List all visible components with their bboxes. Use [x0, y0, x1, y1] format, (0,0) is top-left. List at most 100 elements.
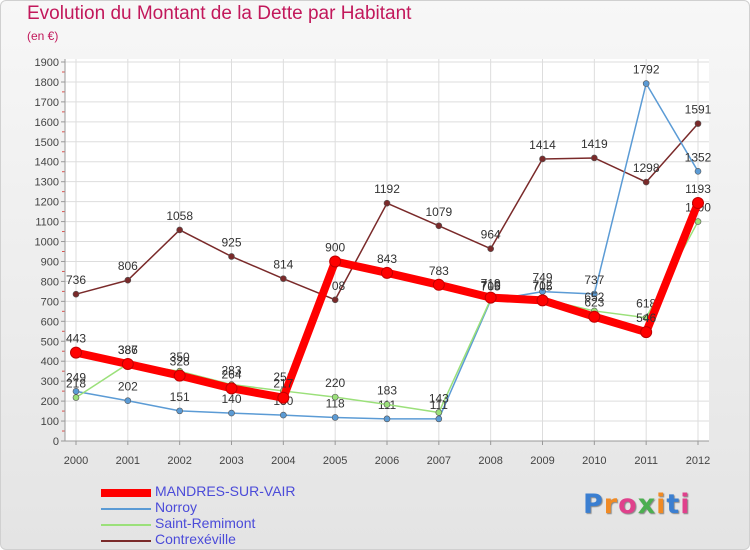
proxiti-logo: Proxiti: [583, 489, 691, 520]
y-tick-label: 300: [41, 376, 59, 388]
data-label-saint-remimont: 652: [584, 290, 604, 304]
data-point-mandres-sur-vair: [173, 369, 186, 382]
legend-label: Contrexéville: [155, 531, 236, 547]
data-label-contrex-ville: 1079: [425, 205, 452, 219]
data-label-mandres-sur-vair: 843: [377, 252, 397, 266]
data-point-mandres-sur-vair: [484, 291, 497, 304]
data-label-mandres-sur-vair: 546: [636, 311, 656, 325]
x-tick-label: 2003: [219, 455, 243, 467]
y-tick-label: 1800: [35, 77, 59, 89]
y-tick-label: 1200: [35, 197, 59, 209]
x-tick-label: 2005: [323, 455, 347, 467]
legend-item-mandres-sur-vair: MANDRES-SUR-VAIR: [101, 483, 401, 501]
data-point-norroy: [331, 414, 339, 421]
data-label-contrex-ville: 806: [118, 259, 138, 273]
data-label-saint-remimont: 710: [481, 278, 501, 292]
data-label-saint-remimont: 183: [377, 383, 397, 397]
data-point-saint-remimont: [694, 218, 702, 225]
y-tick-label: 600: [41, 316, 59, 328]
data-label-mandres-sur-vair: 1193: [685, 182, 711, 196]
logo-letter: o: [618, 489, 638, 520]
data-label-contrex-ville: 925: [221, 235, 241, 249]
data-point-contrex-ville: [642, 178, 650, 186]
data-point-norroy: [176, 407, 183, 415]
data-label-saint-remimont: 283: [221, 364, 241, 378]
y-tick-label: 1000: [35, 237, 59, 249]
legend-swatch: [101, 524, 151, 526]
x-tick-label: 2001: [116, 455, 140, 467]
data-point-norroy: [694, 168, 702, 175]
data-point-mandres-sur-vair: [121, 358, 134, 371]
data-label-norroy: 1792: [633, 63, 660, 77]
data-label-saint-remimont: 712: [532, 278, 552, 292]
y-tick-label: 500: [41, 336, 59, 348]
x-tick-label: 2007: [427, 455, 451, 467]
data-label-contrex-ville: 736: [66, 273, 86, 287]
data-point-norroy: [228, 409, 235, 417]
data-point-contrex-ville: [694, 120, 702, 127]
data-point-mandres-sur-vair: [692, 197, 704, 210]
data-point-mandres-sur-vair: [432, 278, 445, 291]
x-tick-label: 2006: [375, 455, 399, 467]
data-point-mandres-sur-vair: [640, 326, 653, 339]
data-point-contrex-ville: [228, 253, 235, 260]
data-point-contrex-ville: [383, 199, 391, 207]
data-label-contrex-ville: 1058: [166, 209, 193, 223]
data-point-contrex-ville: [176, 226, 183, 234]
data-point-saint-remimont: [435, 409, 443, 416]
data-label-contrex-ville: 1591: [685, 103, 712, 117]
legend-label: MANDRES-SUR-VAIR: [155, 483, 296, 499]
data-label-contrex-ville: 1414: [529, 138, 556, 152]
data-label-saint-remimont: 618: [636, 297, 656, 311]
x-tick-label: 2010: [582, 455, 606, 467]
data-label-mandres-sur-vair: 443: [66, 332, 86, 346]
data-point-norroy: [280, 411, 287, 419]
data-label-saint-remimont: 143: [429, 391, 449, 405]
y-tick-label: 1900: [35, 57, 59, 69]
y-tick-label: 1100: [35, 217, 59, 229]
y-tick-label: 400: [41, 356, 59, 368]
x-tick-label: 2000: [64, 455, 88, 467]
logo-letter: r: [603, 489, 619, 520]
data-label-norroy: 202: [118, 380, 138, 394]
legend-item-norroy: Norroy: [101, 499, 401, 517]
data-point-mandres-sur-vair: [329, 255, 342, 268]
data-label-saint-remimont: 387: [118, 343, 138, 357]
logo-letter: t: [666, 489, 681, 520]
legend-item-saint-remimont: Saint-Remimont: [101, 515, 401, 533]
data-point-contrex-ville: [72, 290, 80, 298]
data-point-norroy: [124, 397, 132, 405]
data-label-norroy: 140: [221, 392, 241, 406]
x-tick-label: 2004: [271, 455, 295, 467]
data-point-mandres-sur-vair: [381, 266, 393, 279]
data-point-norroy: [435, 415, 443, 423]
data-point-contrex-ville: [539, 155, 546, 163]
data-label-contrex-ville: 1419: [581, 137, 608, 151]
x-tick-label: 2008: [478, 455, 502, 467]
legend-swatch: [101, 489, 151, 497]
data-point-mandres-sur-vair: [70, 346, 82, 359]
logo-letter: P: [583, 489, 604, 520]
data-label-mandres-sur-vair: 623: [584, 296, 604, 310]
data-label-contrex-ville: 814: [273, 258, 293, 272]
data-label-contrex-ville: 1298: [633, 161, 660, 175]
data-label-norroy: 705: [481, 279, 501, 293]
data-label-mandres-sur-vair: 705: [532, 279, 552, 293]
legend-item-contrex-ville: Contrexéville: [101, 531, 401, 549]
unit-label: (en €): [27, 29, 59, 43]
data-point-saint-remimont: [383, 401, 391, 408]
data-point-saint-remimont: [331, 393, 339, 401]
data-label-mandres-sur-vair: 900: [325, 240, 345, 254]
x-tick-label: 2009: [530, 455, 554, 467]
data-label-norroy: 249: [66, 370, 86, 384]
y-tick-label: 900: [41, 256, 59, 268]
data-point-norroy: [642, 80, 650, 87]
y-tick-label: 1300: [35, 177, 59, 189]
data-label-mandres-sur-vair: 217: [273, 377, 293, 391]
data-point-norroy: [383, 415, 391, 423]
logo-letter: i: [680, 489, 691, 520]
data-point-mandres-sur-vair: [588, 310, 601, 323]
y-tick-label: 1500: [35, 137, 59, 149]
